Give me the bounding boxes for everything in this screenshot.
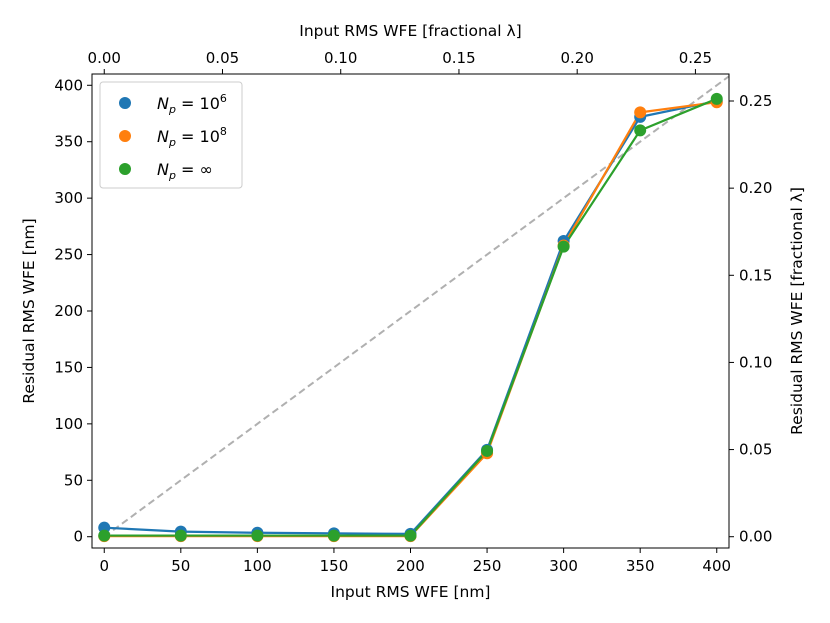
x-axis-label: Input RMS WFE [nm]: [331, 583, 491, 601]
legend-box: [99, 81, 243, 189]
x-tick-label: 0: [99, 557, 109, 575]
series-layer: [98, 92, 723, 543]
x2-tick-label: 0.25: [679, 49, 712, 67]
data-point-series-3: [327, 529, 340, 542]
y-tick-label: 150: [54, 358, 83, 376]
reference-layer: [103, 75, 730, 538]
x-tick-label: 250: [473, 557, 502, 575]
y-tick-label: 50: [64, 471, 83, 489]
legend-label-1: Np = 106: [157, 92, 227, 116]
y-tick-label: 350: [54, 133, 83, 151]
x2-tick-label: 0.05: [206, 49, 239, 67]
legend-marker-1: [119, 97, 131, 109]
legend: Np = 106 Np = 108 Np = ∞: [99, 81, 243, 189]
legend-label-2: Np = 108: [157, 125, 227, 149]
x-tick-label: 50: [171, 557, 190, 575]
legend-marker-3: [119, 163, 131, 175]
y2-tick-label: 0.15: [739, 266, 772, 284]
x2-axis-label: Input RMS WFE [fractional λ]: [299, 22, 521, 40]
data-point-series-3: [404, 529, 417, 542]
x-tick-label: 300: [549, 557, 578, 575]
y-tick-label: 100: [54, 415, 83, 433]
x2-tick-label: 0.20: [560, 49, 593, 67]
legend-label-3: Np = ∞: [157, 160, 213, 182]
reference-line: [103, 75, 730, 538]
data-point-series-3: [251, 529, 264, 542]
data-point-series-2: [634, 106, 647, 119]
y2-tick-label: 0.00: [739, 528, 772, 546]
x-tick-label: 400: [702, 557, 731, 575]
axis-layer: 0 50 100 150 200 250 300 350 400 0 50 100 150 200 250 3…: [54, 49, 772, 575]
x2-tick-label: 0.10: [324, 49, 357, 67]
y2-tick-label: 0.10: [739, 353, 772, 371]
x-tick-label: 150: [320, 557, 349, 575]
y-tick-label: 0: [73, 528, 83, 546]
data-point-series-3: [174, 529, 187, 542]
y-tick-label: 300: [54, 189, 83, 207]
data-point-series-3: [634, 124, 647, 137]
data-point-series-3: [481, 444, 494, 457]
y-tick-label: 250: [54, 246, 83, 264]
x-tick-label: 350: [626, 557, 655, 575]
y2-tick-label: 0.25: [739, 92, 772, 110]
x2-tick-label: 0.15: [442, 49, 475, 67]
y2-tick-label: 0.20: [739, 179, 772, 197]
x-tick-label: 200: [396, 557, 425, 575]
y2-tick-label: 0.05: [739, 441, 772, 459]
y-axis-label: Residual RMS WFE [nm]: [20, 218, 38, 403]
legend-marker-2: [119, 130, 131, 142]
legend-items: Np = 106 Np = 108 Np = ∞: [119, 92, 227, 182]
x2-tick-label: 0.00: [88, 49, 121, 67]
y-tick-label: 200: [54, 302, 83, 320]
x-tick-label: 100: [243, 557, 272, 575]
y-tick-label: 400: [54, 76, 83, 94]
data-point-series-3: [98, 529, 111, 542]
data-point-series-3: [710, 92, 723, 105]
data-point-series-3: [557, 240, 570, 253]
y2-axis-label: Residual RMS WFE [fractional λ]: [788, 187, 806, 435]
